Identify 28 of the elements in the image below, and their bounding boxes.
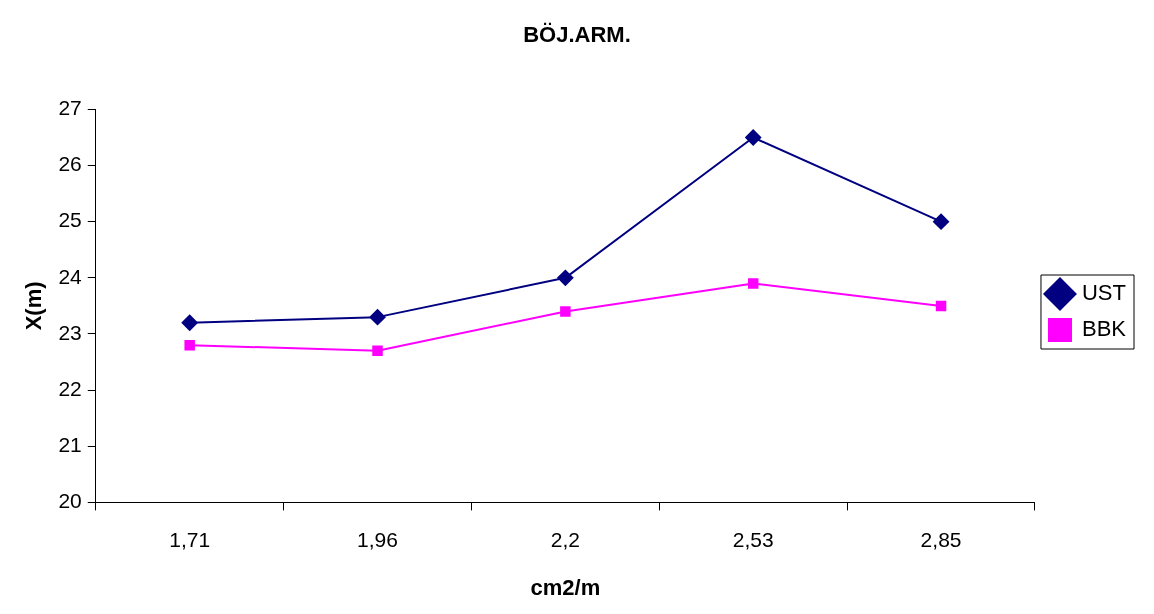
x-tick-label: 1,71 [169, 527, 211, 551]
x-tick-label: 1,96 [357, 527, 398, 551]
point [369, 309, 386, 326]
point [181, 314, 198, 331]
point [557, 269, 574, 286]
chart-title: BÖJ.ARM. [523, 22, 631, 48]
y-tick-label: 26 [58, 152, 82, 176]
point [933, 213, 950, 230]
y-tick-label: 21 [58, 433, 82, 457]
point [560, 306, 571, 317]
point [184, 339, 195, 351]
x-tick-label: 2,2 [550, 527, 580, 551]
x-tick-label: 2,85 [920, 527, 962, 551]
x-axis-title: cm2/m [530, 574, 601, 600]
y-tick-label: 24 [58, 264, 83, 288]
y-tick-label: 22 [58, 376, 82, 400]
y-axis-title: X(m) [21, 281, 47, 331]
point [747, 278, 759, 289]
point [935, 300, 947, 312]
y-tick-label: 25 [58, 208, 82, 232]
point [372, 345, 383, 357]
y-tick-label: 23 [58, 320, 82, 344]
point [745, 129, 762, 146]
y-tick-label: 27 [58, 96, 82, 120]
x-tick-label: 2,53 [732, 527, 774, 551]
legend-label: BBK [1081, 316, 1127, 342]
legend-label: UST [1081, 280, 1126, 306]
y-tick-label: 20 [58, 489, 82, 513]
